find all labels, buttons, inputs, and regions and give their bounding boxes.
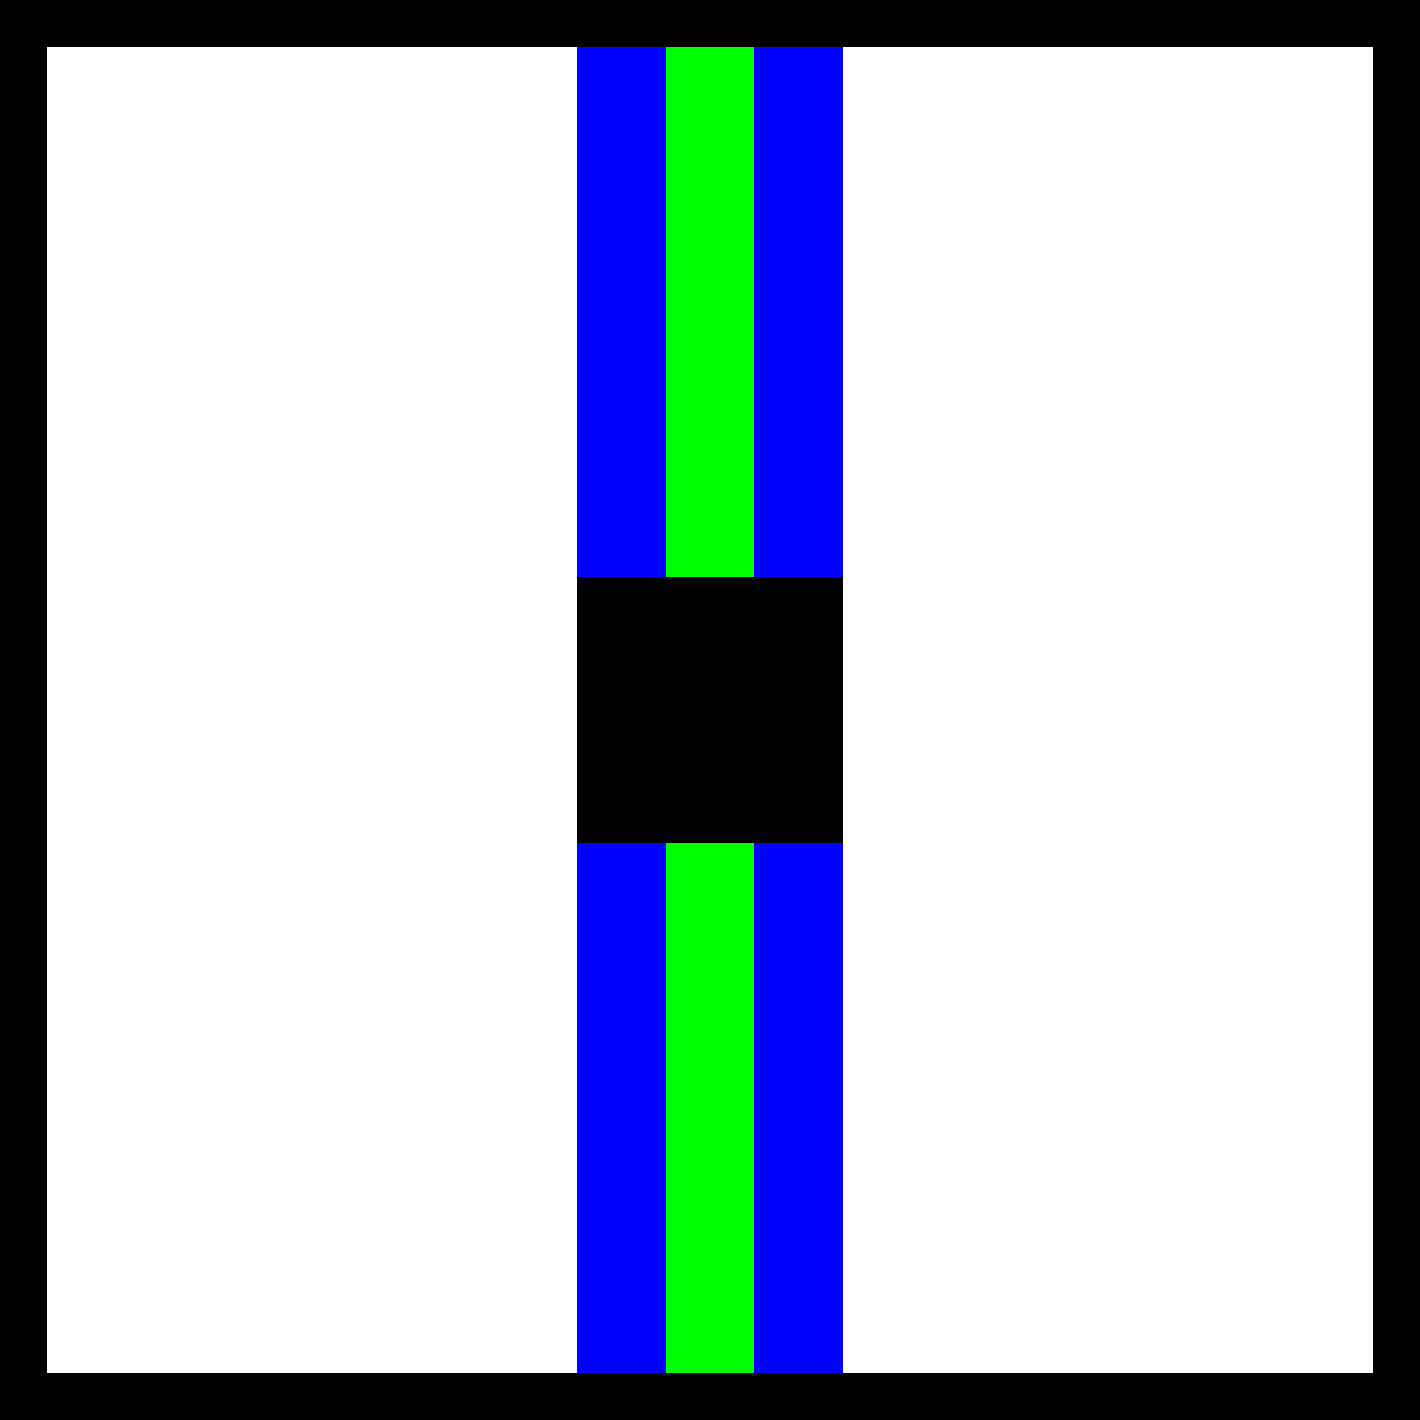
center-stripe-2 (665, 47, 755, 578)
center-block-4 (577, 577, 843, 843)
outer-stripe-1 (577, 47, 666, 578)
outer-stripe-7 (754, 842, 843, 1373)
center-stripe-6 (665, 842, 755, 1373)
outer-stripe-5 (577, 842, 666, 1373)
outer-stripe-3 (754, 47, 843, 578)
